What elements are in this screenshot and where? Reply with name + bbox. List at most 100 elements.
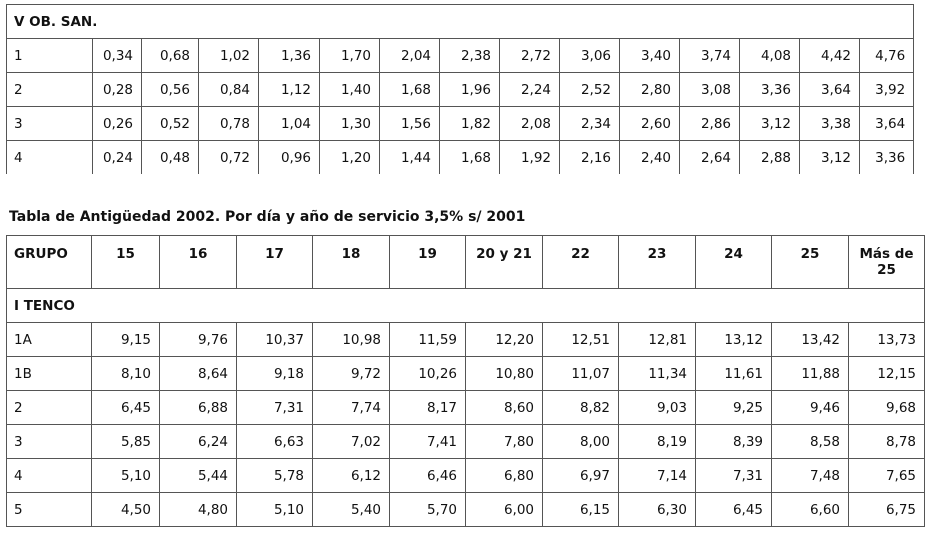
table-cell: 3,92: [858, 72, 915, 107]
table-cell: 5,70: [389, 492, 466, 527]
table-cell: 6,15: [542, 492, 619, 527]
table-cell: 6,45: [91, 390, 160, 425]
table-cell: 3,36: [739, 72, 800, 107]
table-cell: 2,34: [559, 106, 620, 141]
table-cell: 9,15: [91, 322, 160, 357]
table-cell: 1,68: [379, 72, 440, 107]
table2-caption: Tabla de Antigüedad 2002. Por día y año …: [9, 209, 526, 225]
table-cell: 6,45: [695, 492, 772, 527]
table-cell: 9,68: [848, 390, 925, 425]
table-cell: 3,12: [799, 140, 860, 174]
table-cell: 8,82: [542, 390, 619, 425]
column-header: 15: [91, 235, 160, 289]
table-cell: 7,14: [618, 458, 696, 493]
table-row: 2 0,28 0,56 0,84 1,12 1,40 1,68 1,96 2,24 2,52 2,8…: [6, 72, 915, 107]
column-header-grupo: GRUPO: [6, 235, 92, 289]
row-label: 3: [6, 424, 92, 459]
row-label: 1: [6, 38, 93, 73]
table-row: 4 5,10 5,44 5,78 6,12 6,46 6,80 6,97 7,14 7,31 7,4…: [6, 458, 925, 493]
table-cell: 12,81: [618, 322, 696, 357]
table-cell: 7,74: [312, 390, 390, 425]
table-cell: 12,51: [542, 322, 619, 357]
table1-body: V OB. SAN. 1 0,34 0,68 1,02 1,36 1,70 2,04 2,38…: [5, 4, 915, 174]
table-cell: 7,31: [236, 390, 313, 425]
table-row: 3 0,26 0,52 0,78 1,04 1,30 1,56 1,82 2,08 2,34 2,6…: [6, 106, 915, 141]
table-cell: 3,36: [858, 140, 915, 174]
table-cell: 1,30: [319, 106, 380, 141]
table-cell: 0,84: [198, 72, 259, 107]
table-cell: 13,42: [771, 322, 849, 357]
table-row: 3 5,85 6,24 6,63 7,02 7,41 7,80 8,00 8,19 8,39 8,5…: [6, 424, 925, 459]
table-cell: 9,46: [771, 390, 849, 425]
column-header: 16: [159, 235, 237, 289]
table-cell: 2,08: [499, 106, 560, 141]
table-cell: 6,88: [159, 390, 237, 425]
table-cell: 1,82: [439, 106, 500, 141]
table2-section-row: I TENCO: [6, 288, 925, 323]
table-cell: 10,98: [312, 322, 390, 357]
table-cell: 2,24: [499, 72, 560, 107]
table-cell: 1,44: [379, 140, 440, 174]
table-cell: 5,44: [159, 458, 237, 493]
column-header: 25: [771, 235, 849, 289]
table-cell: 8,64: [159, 356, 237, 391]
table-cell: 11,59: [389, 322, 466, 357]
table-cell: 3,40: [619, 38, 680, 73]
table-cell: 7,48: [771, 458, 849, 493]
table-cell: 2,88: [739, 140, 800, 174]
table-cell: 11,34: [618, 356, 696, 391]
table-row: 4 0,24 0,48 0,72 0,96 1,20 1,44 1,68 1,92 2,16 2,4…: [6, 140, 915, 174]
table2-body: GRUPO 15 16 17 18 19 20 y 21 22 23 24 25 Más de 25 …: [6, 235, 925, 527]
column-header: 18: [312, 235, 390, 289]
table-cell: 0,68: [141, 38, 199, 73]
table-cell: 9,03: [618, 390, 696, 425]
table-cell: 2,80: [619, 72, 680, 107]
table-cell: 8,19: [618, 424, 696, 459]
table-cell: 7,31: [695, 458, 772, 493]
table-cell: 3,08: [679, 72, 740, 107]
table-cell: 7,02: [312, 424, 390, 459]
table-cell: 0,28: [92, 72, 142, 107]
table-cell: 1,12: [258, 72, 320, 107]
table-cell: 8,39: [695, 424, 772, 459]
row-label: 4: [6, 140, 93, 174]
table-cell: 5,10: [236, 492, 313, 527]
table-cell: 9,25: [695, 390, 772, 425]
table2-section-title: I TENCO: [6, 288, 925, 323]
table-cell: 1,36: [258, 38, 320, 73]
column-header: 24: [695, 235, 772, 289]
table-cell: 1,40: [319, 72, 380, 107]
table-cell: 13,73: [848, 322, 925, 357]
table-row: 1 0,34 0,68 1,02 1,36 1,70 2,04 2,38 2,72 3,06 3,4…: [6, 38, 915, 73]
table-cell: 0,34: [92, 38, 142, 73]
table-cell: 0,48: [141, 140, 199, 174]
table-cell: 9,76: [159, 322, 237, 357]
table-cell: 11,88: [771, 356, 849, 391]
table-cell: 4,76: [858, 38, 915, 73]
table-cell: 2,04: [379, 38, 440, 73]
table-cell: 4,08: [739, 38, 800, 73]
table-cell: 9,72: [312, 356, 390, 391]
table-cell: 12,20: [465, 322, 543, 357]
table-cell: 10,37: [236, 322, 313, 357]
row-label: 2: [6, 390, 92, 425]
table-row: 1A 9,15 9,76 10,37 10,98 11,59 12,20 12,51 12,81…: [6, 322, 925, 357]
table-cell: 2,40: [619, 140, 680, 174]
table-cell: 8,60: [465, 390, 543, 425]
table-cell: 9,18: [236, 356, 313, 391]
table-cell: 6,80: [465, 458, 543, 493]
table-row: 2 6,45 6,88 7,31 7,74 8,17 8,60 8,82 9,03 9,25 9,4…: [6, 390, 925, 425]
table-cell: 4,50: [91, 492, 160, 527]
table-cell: 1,70: [319, 38, 380, 73]
table-cell: 10,80: [465, 356, 543, 391]
antiguedad-table-ob-san: V OB. SAN. 1 0,34 0,68 1,02 1,36 1,70 2,04 2,38…: [5, 4, 915, 174]
table-cell: 1,68: [439, 140, 500, 174]
table-cell: 6,00: [465, 492, 543, 527]
table-cell: 8,00: [542, 424, 619, 459]
antiguedad-2002-table: GRUPO 15 16 17 18 19 20 y 21 22 23 24 25 Más de 25 …: [6, 235, 925, 527]
table-cell: 6,63: [236, 424, 313, 459]
table-cell: 0,56: [141, 72, 199, 107]
table-cell: 3,12: [739, 106, 800, 141]
table-cell: 8,10: [91, 356, 160, 391]
row-label: 1A: [6, 322, 92, 357]
